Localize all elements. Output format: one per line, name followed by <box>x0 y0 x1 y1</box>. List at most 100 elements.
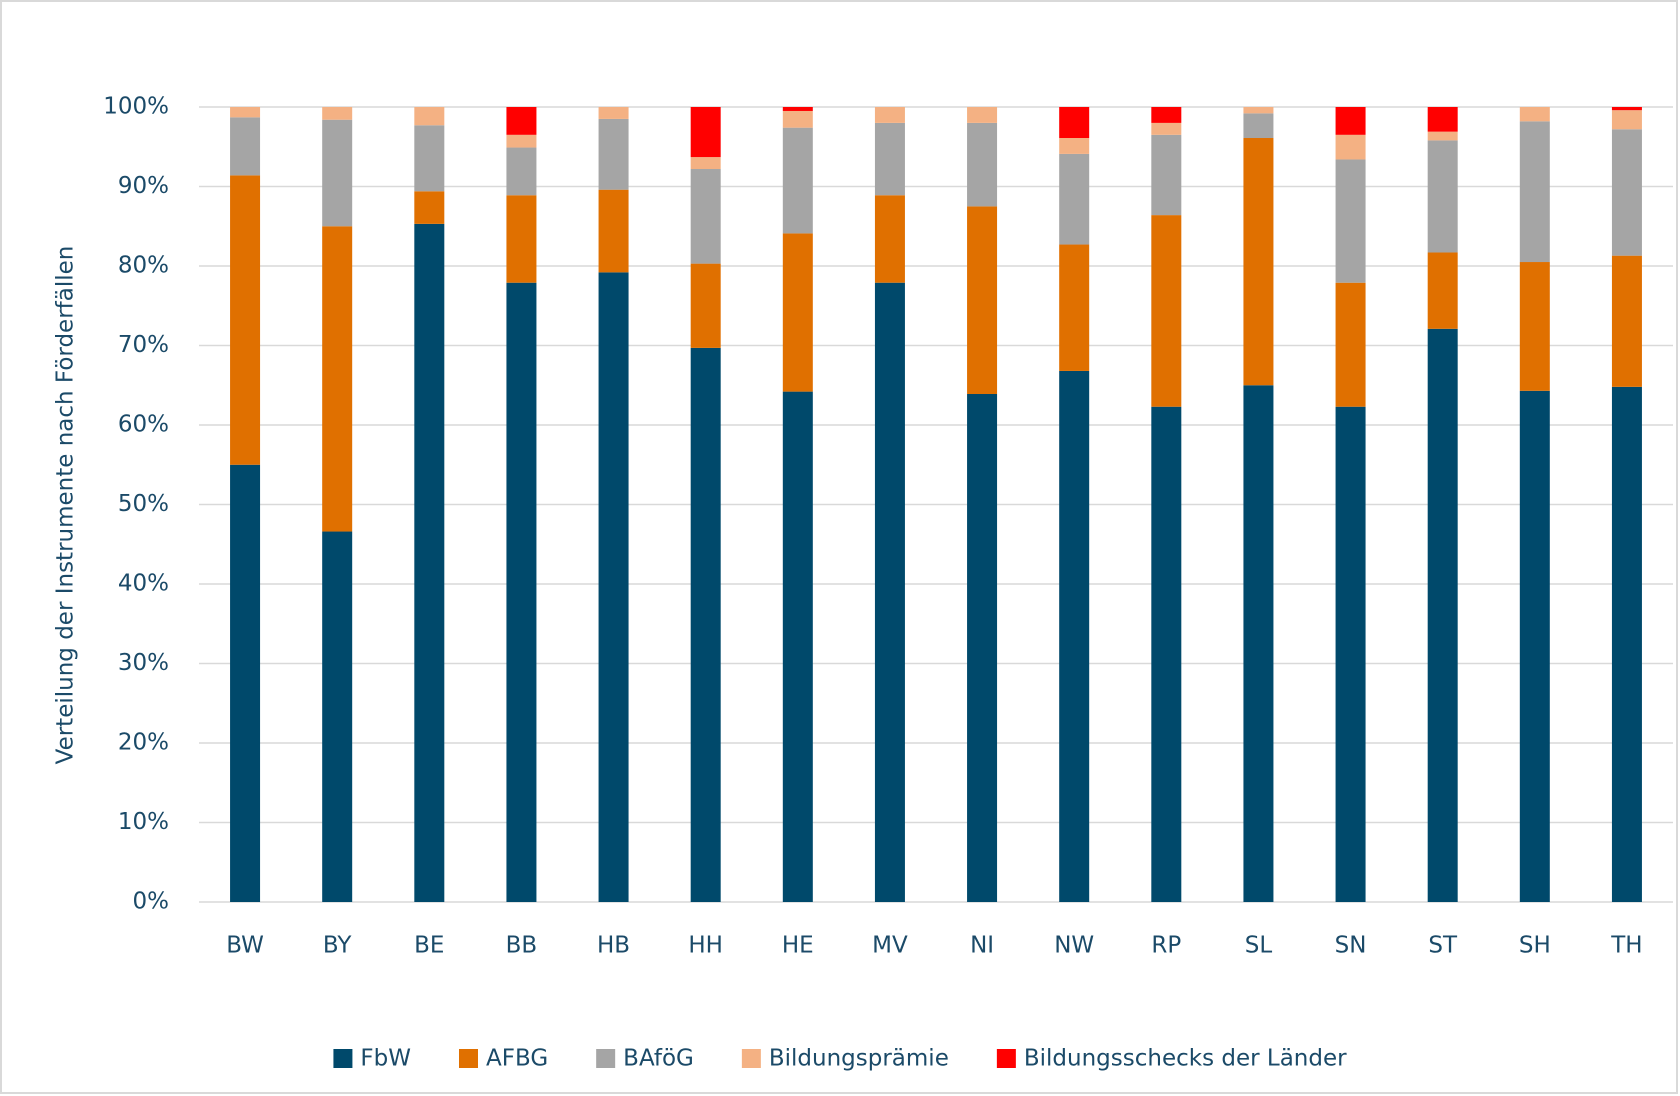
bar-segment <box>690 157 721 170</box>
legend-label: Bildungsprämie <box>769 1046 949 1072</box>
bar-segment <box>1611 110 1642 130</box>
bar-segment <box>1335 107 1366 135</box>
legend-swatch <box>459 1049 478 1068</box>
legend-label: AFBG <box>486 1046 548 1072</box>
legend-swatch <box>333 1049 353 1068</box>
bar-segment <box>1519 107 1550 122</box>
bar-segment <box>967 206 998 394</box>
legend-label: FbW <box>360 1046 411 1072</box>
bar-segment <box>1151 134 1182 216</box>
bar-segment <box>967 122 998 207</box>
bar-segment <box>1519 262 1550 391</box>
bar-segment <box>1151 122 1182 135</box>
y-tick-label: 50% <box>118 491 169 517</box>
x-tick-label: HB <box>597 933 630 959</box>
y-tick-label: 40% <box>118 571 169 597</box>
bar-segment <box>1151 107 1182 123</box>
bar-segment <box>1059 107 1090 139</box>
bar-segment <box>1059 138 1090 154</box>
bar-segment <box>414 125 445 192</box>
bar-segment <box>782 233 813 392</box>
bar-segment <box>1427 328 1458 902</box>
bar-segment <box>1611 386 1642 903</box>
y-tick-label: 30% <box>118 650 169 676</box>
bar-segment <box>598 272 629 902</box>
x-tick-label: BW <box>226 933 264 959</box>
legend-swatch <box>996 1049 1016 1068</box>
bar-segment <box>322 119 353 227</box>
x-tick-label: BY <box>323 933 353 959</box>
bar-segment <box>1335 159 1366 283</box>
legend-swatch <box>596 1049 616 1068</box>
bar-segment <box>230 175 261 465</box>
y-tick-label: 100% <box>103 94 169 120</box>
x-tick-label: NI <box>970 933 994 959</box>
bar-segment <box>598 189 629 273</box>
bar-segment <box>782 107 813 111</box>
bar-segment <box>1059 244 1090 371</box>
bar-segment <box>322 226 353 532</box>
bar-segment <box>690 169 721 264</box>
y-axis-title: Verteilung der Instrumente nach Förderfä… <box>53 246 79 765</box>
bar-segment <box>1243 113 1274 139</box>
y-tick-label: 80% <box>118 253 169 279</box>
bar-segment <box>322 107 353 120</box>
bar-segment <box>1519 390 1550 902</box>
bar-segment <box>230 464 261 902</box>
x-tick-label: BE <box>414 933 444 959</box>
legend-label: BAföG <box>623 1046 694 1072</box>
bar-segment <box>690 263 721 348</box>
bar-segment <box>598 107 629 119</box>
x-tick-label: BB <box>506 933 538 959</box>
bar-segment <box>782 391 813 902</box>
bar-segment <box>506 147 537 196</box>
bar-segment <box>1243 107 1274 114</box>
bar-segment <box>967 107 998 123</box>
bar-segment <box>874 122 905 196</box>
bar-segment <box>506 282 537 902</box>
bar-segment <box>1427 140 1458 253</box>
x-tick-label: NW <box>1054 933 1094 959</box>
bar-segment <box>506 134 537 148</box>
bar-segment <box>1151 406 1182 902</box>
bar-segment <box>1427 107 1458 132</box>
bar-segment <box>1151 215 1182 407</box>
bar-segment <box>874 195 905 283</box>
bar-segment <box>1243 385 1274 902</box>
x-tick-label: ST <box>1428 933 1458 959</box>
legend-label: Bildungsschecks der Länder <box>1024 1046 1347 1072</box>
bar-segment <box>1335 134 1366 160</box>
x-tick-label: SL <box>1245 933 1273 959</box>
x-tick-label: HE <box>782 933 814 959</box>
bar-segment <box>1335 282 1366 407</box>
bar-segment <box>414 223 445 903</box>
x-tick-label: RP <box>1151 933 1181 959</box>
bar-segment <box>322 531 353 902</box>
bar-segment <box>967 393 998 902</box>
y-tick-label: 70% <box>118 332 169 358</box>
bar-segment <box>1611 107 1642 111</box>
y-tick-label: 90% <box>118 173 169 199</box>
bar-segment <box>1611 255 1642 387</box>
bar-segment <box>874 282 905 902</box>
bar-segment <box>1427 252 1458 329</box>
x-tick-label: SH <box>1519 933 1551 959</box>
x-tick-label: HH <box>688 933 723 959</box>
y-tick-label: 0% <box>133 889 170 915</box>
bar-segment <box>1059 370 1090 902</box>
bar-segment <box>506 107 537 135</box>
x-tick-label: TH <box>1610 933 1642 959</box>
bar-segment <box>1611 129 1642 256</box>
x-tick-label: MV <box>872 933 908 959</box>
bar-segment <box>1519 121 1550 263</box>
bar-segment <box>230 117 261 176</box>
bar-segment <box>1335 406 1366 902</box>
bar-segment <box>414 107 445 126</box>
bar-segment <box>690 347 721 902</box>
bar-segment <box>230 107 261 118</box>
bar-segment <box>782 110 813 128</box>
bar-segment <box>414 191 445 224</box>
bar-segment <box>690 107 721 158</box>
